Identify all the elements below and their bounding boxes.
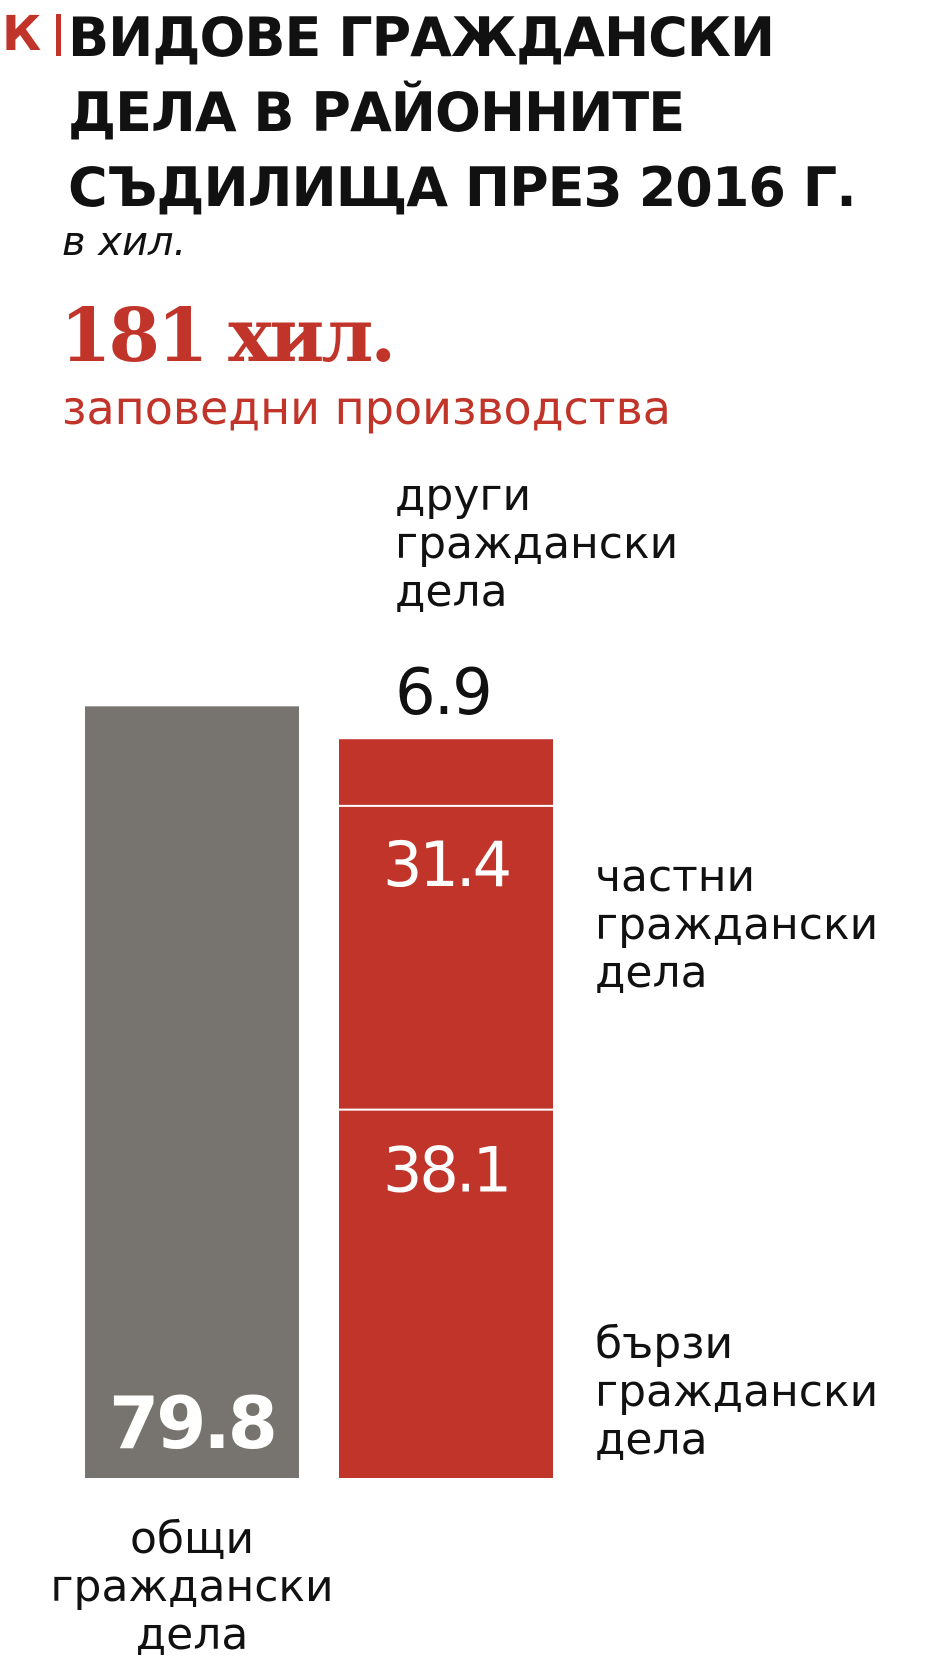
segment-value-label: 31.4 xyxy=(383,828,509,901)
brand-letter: К xyxy=(2,6,42,62)
segment-fast xyxy=(339,1109,553,1478)
title-line: ДЕЛА В РАЙОННИТЕ xyxy=(68,81,685,144)
segment-label: дела xyxy=(595,947,708,998)
segment-other xyxy=(339,739,553,806)
title-line: СЪДИЛИЩА ПРЕЗ 2016 Г. xyxy=(68,156,857,219)
category-label: общи xyxy=(130,1513,254,1564)
segment-label: дела xyxy=(595,1414,708,1465)
title-line: ВИДОВЕ ГРАЖДАНСКИ xyxy=(68,6,775,69)
segment-label: частни xyxy=(595,851,755,902)
unit-label: в хил. xyxy=(62,219,187,265)
segment-value-label: 6.9 xyxy=(395,656,491,730)
segment-label: бързи xyxy=(595,1318,733,1369)
bar-total xyxy=(85,706,299,1478)
chart-title: ВИДОВЕ ГРАЖДАНСКИ ДЕЛА В РАЙОННИТЕ СЪДИЛ… xyxy=(68,0,938,225)
segment-label: дела xyxy=(395,566,508,617)
segment-value-label: 38.1 xyxy=(383,1134,509,1207)
brand-divider xyxy=(56,14,61,56)
category-label: граждански xyxy=(50,1561,333,1612)
segment-label: граждански xyxy=(395,518,678,569)
category-label: дела xyxy=(136,1609,249,1660)
highlight-label: заповедни производства xyxy=(62,381,671,435)
segment-label: граждански xyxy=(595,1366,878,1417)
segment-label: граждански xyxy=(595,899,878,950)
bar-value-label: 79.8 xyxy=(109,1381,275,1465)
highlight-value: 181 хил. xyxy=(60,293,396,379)
segment-private xyxy=(339,805,553,1110)
segment-label: други xyxy=(395,470,531,521)
